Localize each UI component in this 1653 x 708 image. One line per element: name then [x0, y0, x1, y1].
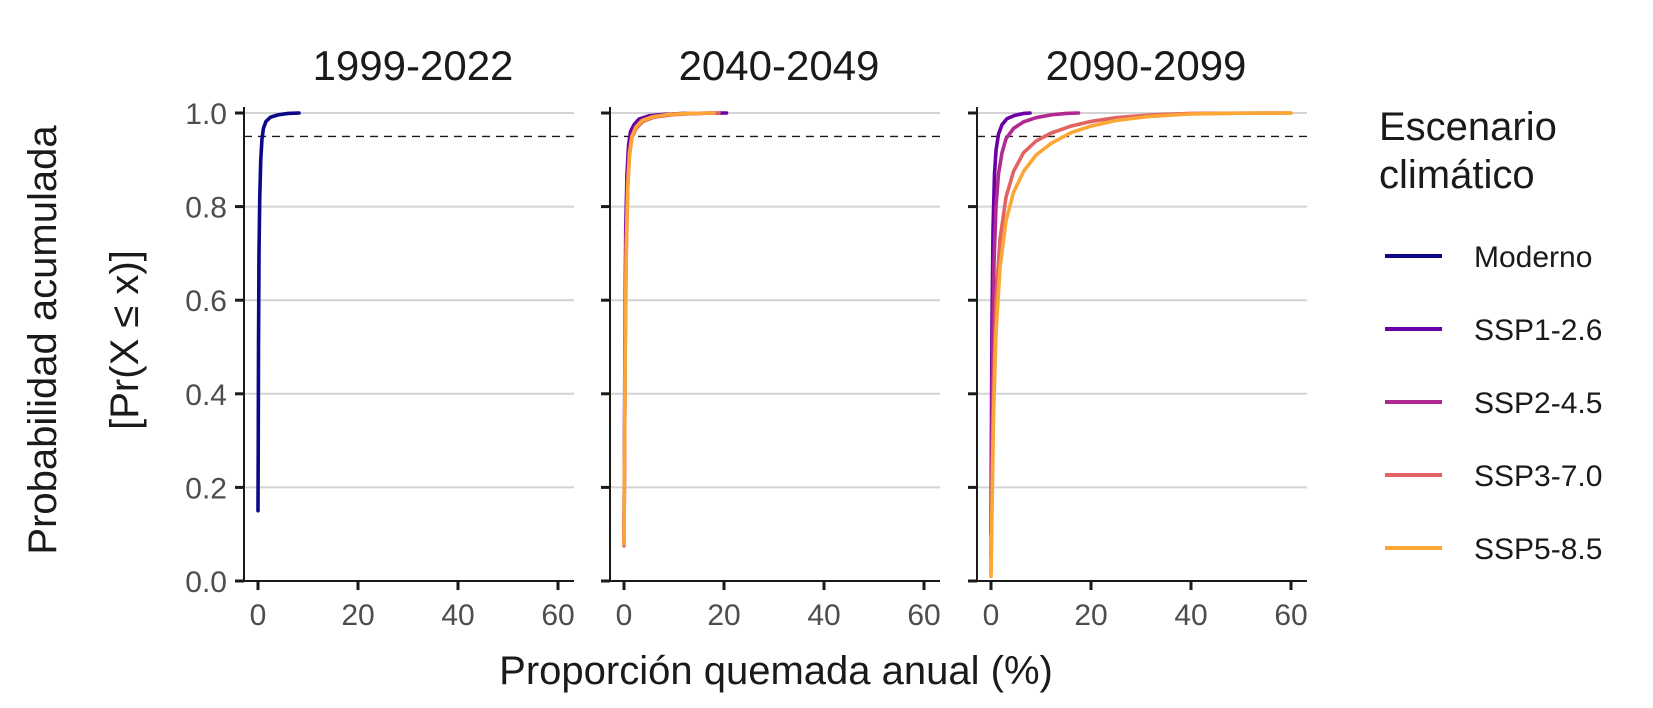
x-tick-label: 40 — [441, 599, 474, 632]
ecdf-line-ssp1-2-6 — [622, 111, 729, 541]
x-tick-label: 20 — [1074, 599, 1107, 632]
x-tick-label: 0 — [983, 599, 1000, 632]
panel-3: 0 20 40 60 2090-2099 — [968, 42, 1308, 632]
y-axis-title: Probabilidad acumulada [Pr(X ≤ x)] — [21, 125, 147, 555]
legend-label: SSP1-2.6 — [1474, 314, 1602, 347]
legend-title-line-1: Escenario — [1379, 105, 1557, 149]
legend-label: SSP2-4.5 — [1474, 387, 1602, 420]
ecdf-line-ssp2-4-5 — [622, 111, 716, 546]
panel-1: 0.0 0.2 0.4 0.6 0.8 1.0 0 20 40 60 1999-2022 — [185, 42, 574, 632]
x-tick-label: 20 — [341, 599, 374, 632]
y-axis-title-line-2: [Pr(X ≤ x)] — [103, 250, 147, 430]
ecdf-line-ssp5-8-5 — [989, 111, 1293, 579]
x-tick-label: 40 — [807, 599, 840, 632]
ecdf-line-ssp3-7-0 — [989, 111, 1293, 574]
legend-label: SSP5-8.5 — [1474, 533, 1602, 566]
x-tick-label: 60 — [1274, 599, 1307, 632]
x-tick-label: 0 — [250, 599, 267, 632]
legend-label: SSP3-7.0 — [1474, 460, 1602, 493]
ecdf-line-ssp5-8-5 — [622, 111, 716, 546]
panel-2: 0 20 40 60 2040-2049 — [601, 42, 941, 632]
ecdf-line-moderno — [256, 111, 301, 513]
panel-title: 2040-2049 — [679, 42, 880, 89]
y-tick-label: 0.4 — [185, 379, 227, 412]
y-tick-label: 0.6 — [185, 285, 227, 318]
x-tick-label: 40 — [1174, 599, 1207, 632]
y-tick-label: 0.8 — [185, 192, 227, 225]
legend-title-line-2: climático — [1379, 153, 1535, 197]
x-tick-label: 0 — [616, 599, 633, 632]
y-tick-label: 0.2 — [185, 472, 227, 505]
panel-title: 2090-2099 — [1046, 42, 1247, 89]
ecdf-line-ssp2-4-5 — [989, 111, 1081, 560]
ecdf-line-ssp3-7-0 — [622, 111, 721, 548]
x-axis-title: Proporción quemada anual (%) — [499, 649, 1053, 693]
panel-title: 1999-2022 — [313, 42, 514, 89]
legend-label: Moderno — [1474, 241, 1592, 274]
x-tick-label: 60 — [907, 599, 940, 632]
y-tick-label: 1.0 — [185, 98, 227, 131]
y-tick-label: 0.0 — [185, 566, 227, 599]
y-axis-title-line-1: Probabilidad acumulada — [21, 125, 65, 555]
x-tick-label: 60 — [541, 599, 574, 632]
x-tick-label: 20 — [707, 599, 740, 632]
